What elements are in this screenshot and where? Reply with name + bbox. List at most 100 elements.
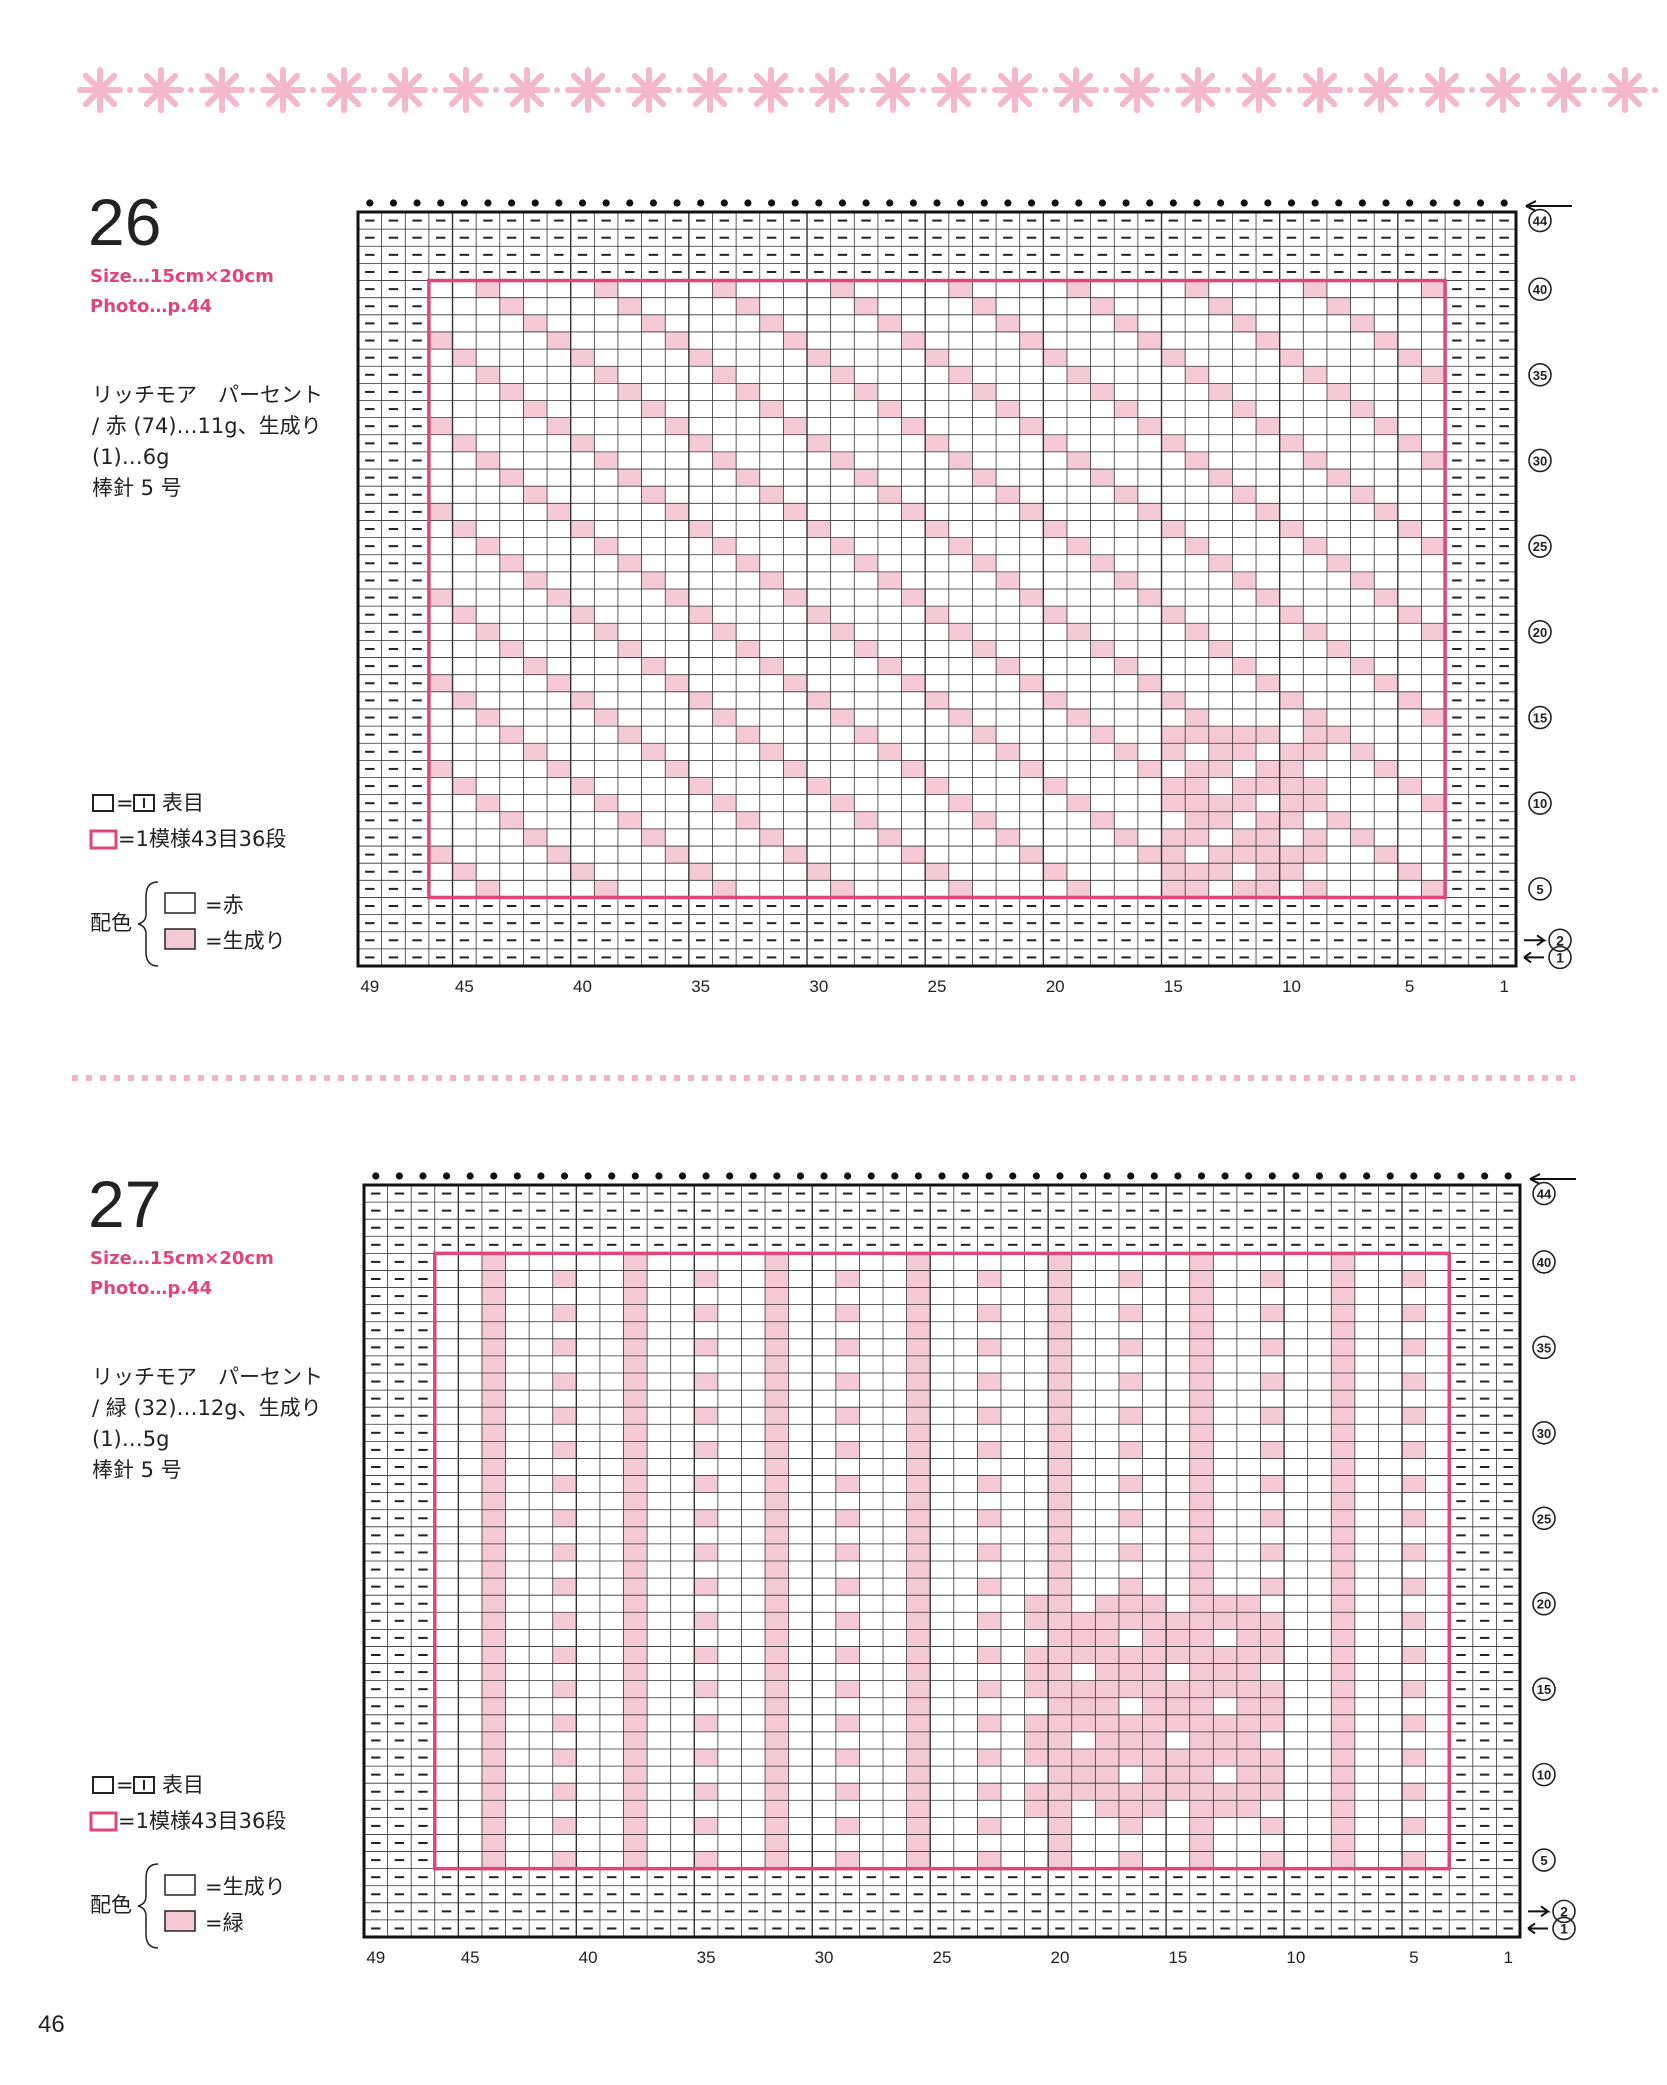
pink-cell	[452, 691, 477, 709]
pink-cell	[1208, 469, 1233, 487]
pink-cell	[1019, 331, 1044, 350]
pink-cell	[1303, 280, 1327, 298]
pink-cell	[712, 794, 737, 812]
pink-cell	[830, 708, 855, 727]
pink-cell	[1260, 1697, 1285, 1715]
pink-cell	[481, 1390, 506, 1408]
pink-cell	[977, 1851, 1001, 1869]
snowflake-dot	[981, 87, 987, 93]
pink-cell	[1185, 623, 1209, 641]
pink-cell	[712, 708, 737, 727]
pink-cell	[1114, 486, 1138, 504]
pink-cell	[996, 743, 1020, 761]
pink-cell	[623, 1338, 648, 1356]
bind-off-dot	[726, 1172, 734, 1180]
snowflake-dot	[1530, 87, 1536, 93]
pink-cell	[623, 1749, 648, 1767]
pink-cell	[1279, 349, 1304, 367]
pink-cell	[972, 554, 997, 572]
pink-cell	[977, 1407, 1001, 1425]
pink-cell	[688, 606, 713, 624]
pink-cell	[948, 708, 973, 727]
snowflake-dot	[798, 87, 804, 93]
pink-cell	[906, 1851, 931, 1869]
pink-cell	[1114, 828, 1138, 847]
pink-cell	[1024, 1800, 1049, 1818]
pink-cell	[807, 606, 831, 624]
pink-cell	[1137, 503, 1162, 521]
pink-cell	[688, 434, 713, 452]
pink-cell	[1095, 1697, 1119, 1715]
pink-cell	[1279, 743, 1304, 761]
pink-cell	[1048, 1543, 1072, 1561]
snowflake-arm	[1378, 72, 1399, 93]
pink-cell	[1189, 1475, 1214, 1493]
pink-cell	[1142, 1663, 1167, 1681]
pink-cell	[1161, 520, 1186, 538]
pink-cell	[1043, 349, 1067, 367]
pink-cell	[1095, 1800, 1119, 1818]
pink-cell	[499, 640, 524, 658]
snowflake-dot	[1225, 87, 1231, 93]
pink-cell	[694, 1646, 718, 1664]
pink-cell	[694, 1612, 718, 1630]
legend-repeat-box	[89, 829, 118, 850]
pink-cell	[623, 1731, 648, 1749]
snowflake-arm	[97, 72, 118, 93]
bind-off-dot	[437, 199, 445, 207]
pink-cell	[1260, 1680, 1285, 1698]
pink-cell	[1048, 1355, 1072, 1373]
pink-cell	[765, 1749, 789, 1767]
pink-cell	[1260, 1612, 1285, 1630]
pink-cell	[783, 589, 808, 607]
pink-cell	[1090, 469, 1115, 487]
bind-off-dot	[1150, 1172, 1158, 1180]
pink-cell	[906, 1834, 931, 1852]
pink-cell	[765, 1834, 789, 1852]
pink-cell	[1236, 1646, 1261, 1664]
pink-cell	[1095, 1663, 1119, 1681]
pink-cell	[977, 1817, 1001, 1835]
bind-off-dot	[1457, 1172, 1465, 1180]
snowflake-arm	[1256, 72, 1277, 93]
pink-cell	[925, 777, 949, 795]
pink-cell	[665, 760, 689, 778]
pink-cell	[1260, 1783, 1285, 1801]
row-label-circle	[1552, 1899, 1576, 1924]
bind-off-dot	[460, 199, 468, 207]
pattern-number: 26	[88, 185, 161, 259]
snowflake-dot	[920, 87, 926, 93]
pink-cell	[1048, 1714, 1072, 1732]
pink-cell	[854, 383, 878, 401]
pink-cell	[1208, 726, 1233, 744]
pink-cell	[765, 1475, 789, 1493]
column-label: 49	[360, 977, 379, 996]
pink-cell	[712, 537, 737, 555]
pink-cell	[1279, 846, 1304, 864]
pink-cell	[617, 640, 642, 658]
pink-cell	[765, 1407, 789, 1425]
pink-cell	[1185, 726, 1209, 744]
pink-cell	[1331, 1595, 1355, 1613]
pink-cell	[1189, 1458, 1214, 1476]
pink-cell	[1350, 657, 1375, 675]
pink-cell	[835, 1338, 860, 1356]
pink-cell	[452, 863, 477, 881]
pink-cell	[694, 1749, 718, 1767]
pink-cell	[623, 1595, 648, 1613]
pink-cell	[1189, 1373, 1214, 1391]
pink-cell	[1326, 469, 1351, 487]
row-label: 10	[1537, 1768, 1551, 1783]
pink-cell	[807, 691, 831, 709]
bind-off-dot	[820, 1172, 828, 1180]
pink-cell	[1350, 828, 1375, 847]
pink-cell	[1118, 1270, 1143, 1288]
pink-cell	[1019, 674, 1044, 692]
pink-cell	[1043, 777, 1067, 795]
bind-off-dot	[1264, 199, 1272, 207]
pink-cell	[1331, 1373, 1355, 1391]
pink-cell	[906, 1817, 931, 1835]
pink-cell	[641, 314, 666, 332]
pink-cell	[977, 1612, 1001, 1630]
pink-cell	[1142, 1680, 1167, 1698]
